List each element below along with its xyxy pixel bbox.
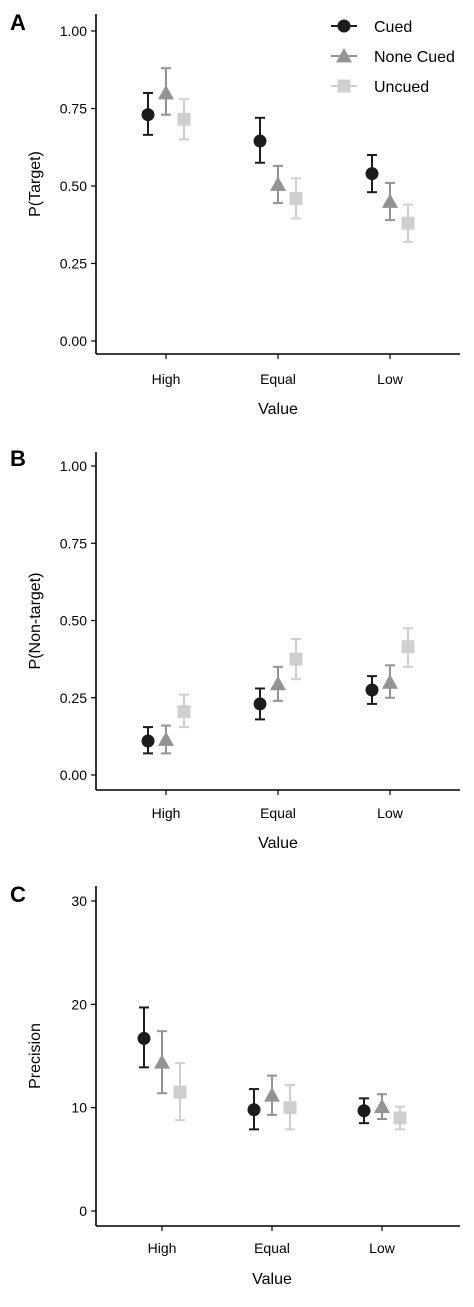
panel-letter: A	[10, 10, 26, 35]
x-tick-label: Equal	[260, 805, 296, 821]
y-tick-label: 1.00	[60, 458, 87, 474]
y-tick-label: 30	[71, 893, 87, 909]
y-tick-label: 0	[79, 1203, 87, 1219]
y-tick-label: 0.75	[60, 101, 87, 117]
legend: Cued None Cued Uncued	[331, 19, 455, 96]
data-point	[253, 697, 267, 711]
y-tick-label: 0.00	[60, 767, 87, 783]
panel-b: B 0.00 0.25 0.50 0.75 1.00 High Equal Low Value P(…	[10, 446, 460, 852]
data-point	[137, 1031, 151, 1045]
series-none-cued	[158, 664, 398, 755]
series-uncued	[177, 98, 415, 243]
x-tick-label: Low	[369, 1240, 396, 1256]
y-tick-label: 0.50	[60, 613, 87, 629]
y-axis-title: Precision	[27, 1023, 44, 1089]
y-tick-label: 10	[71, 1100, 87, 1116]
data-point	[270, 176, 286, 191]
data-point	[141, 108, 155, 122]
data-point	[270, 675, 286, 691]
data-point	[283, 1101, 297, 1115]
x-tick-label: Equal	[254, 1240, 290, 1256]
x-axis-title: Value	[258, 835, 298, 852]
series-none-cued	[154, 1030, 390, 1121]
data-point	[177, 112, 191, 126]
legend-label: Cued	[374, 19, 412, 36]
x-tick-label: High	[152, 805, 181, 821]
legend-item-none-cued: None Cued	[331, 48, 455, 66]
y-axis-title: P(Target)	[27, 151, 44, 217]
x-tick-label: Low	[377, 371, 404, 387]
data-point	[365, 683, 379, 697]
data-point	[393, 1111, 407, 1125]
y-axis-title: P(Non-target)	[27, 573, 44, 670]
panel-a: A 0.00 0.25 0.50 0.75 1.00 High Equal Low Value P(…	[10, 10, 460, 418]
data-point	[177, 705, 191, 719]
panel-letter: B	[10, 446, 26, 471]
legend-label: Uncued	[374, 79, 429, 96]
y-tick-label: 0.75	[60, 535, 87, 551]
legend-marker	[336, 48, 352, 63]
x-tick-label: Equal	[260, 371, 296, 387]
data-point	[141, 734, 155, 748]
x-tick-label: High	[148, 1240, 177, 1256]
legend-label: None Cued	[374, 49, 455, 66]
x-tick-label: Low	[377, 805, 404, 821]
data-point	[289, 652, 303, 666]
series-none-cued	[158, 67, 398, 222]
data-point	[357, 1104, 371, 1118]
data-point	[247, 1103, 261, 1117]
series-cued	[141, 92, 379, 194]
panel-letter: C	[10, 882, 26, 907]
y-tick-label: 0.50	[60, 178, 87, 194]
series-cued	[141, 675, 379, 755]
data-point	[382, 193, 398, 208]
data-point	[365, 167, 379, 181]
data-point	[158, 731, 174, 746]
x-axis-title: Value	[252, 1271, 292, 1288]
legend-marker	[337, 19, 351, 33]
x-axis-title: Value	[258, 401, 298, 418]
panels: A 0.00 0.25 0.50 0.75 1.00 High Equal Low Value P(…	[10, 10, 460, 1288]
data-point	[173, 1085, 187, 1099]
data-point	[401, 216, 415, 230]
y-tick-label: 1.00	[60, 23, 87, 39]
data-point	[253, 134, 267, 148]
data-point	[158, 85, 174, 100]
data-point	[264, 1087, 280, 1102]
legend-marker	[337, 79, 351, 93]
data-point	[154, 1054, 170, 1069]
data-point	[289, 191, 303, 205]
y-tick-label: 0.25	[60, 690, 87, 706]
panel-c: C 0 10 20 30 High Equal Low Value Precision	[10, 882, 460, 1288]
data-point	[401, 640, 415, 654]
legend-item-cued: Cued	[331, 19, 412, 36]
series-cued	[137, 1006, 371, 1131]
y-tick-label: 20	[71, 996, 87, 1012]
y-tick-label: 0.25	[60, 256, 87, 272]
legend-item-uncued: Uncued	[331, 79, 429, 96]
x-tick-label: High	[152, 371, 181, 387]
series-uncued	[177, 627, 415, 729]
y-tick-label: 0.00	[60, 333, 87, 349]
data-point	[374, 1098, 390, 1114]
series-uncued	[173, 1062, 407, 1131]
data-point	[382, 674, 398, 689]
